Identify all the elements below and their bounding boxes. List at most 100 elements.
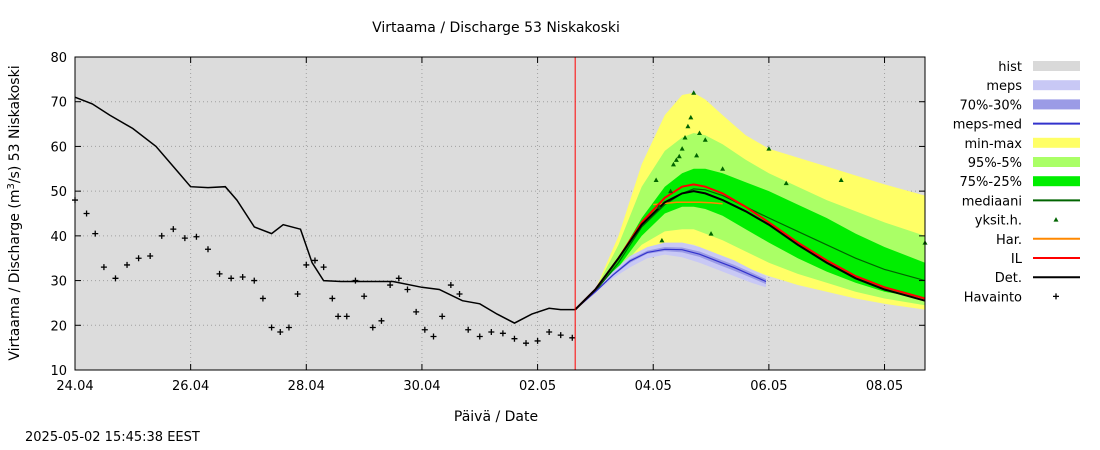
legend-swatch-meps bbox=[1033, 80, 1080, 91]
x-tick-label: 02.05 bbox=[519, 379, 556, 394]
observation-point bbox=[499, 330, 506, 337]
observation-point bbox=[92, 230, 99, 237]
observation-point bbox=[320, 264, 327, 271]
single-member-point bbox=[679, 146, 685, 151]
single-member-point bbox=[670, 161, 676, 167]
observation-point bbox=[352, 277, 359, 284]
observation-point bbox=[421, 326, 428, 333]
legend-label-p75: 75%-25% bbox=[960, 175, 1022, 190]
observation-point bbox=[447, 282, 454, 289]
single-member-point bbox=[783, 180, 789, 186]
observation-point bbox=[378, 317, 385, 324]
legend-label-il: IL bbox=[1011, 252, 1023, 267]
x-axis-label: Päivä / Date bbox=[454, 409, 538, 425]
median-line bbox=[574, 188, 926, 311]
observation-point bbox=[294, 290, 301, 297]
observation-point bbox=[335, 313, 342, 320]
observation-point bbox=[181, 235, 188, 242]
legend-label-meps7030: 70%-30% bbox=[960, 98, 1022, 113]
observation-point bbox=[557, 332, 564, 339]
y-tick-label: 20 bbox=[50, 319, 67, 334]
observation-point bbox=[546, 328, 553, 335]
single-member-point bbox=[691, 90, 697, 95]
observation-point bbox=[465, 326, 472, 333]
legend-label-mepsmed: meps-med bbox=[953, 118, 1022, 133]
single-member-point bbox=[656, 204, 662, 209]
y-tick-label: 80 bbox=[50, 51, 67, 66]
observation-point bbox=[534, 337, 541, 344]
single-member-point bbox=[702, 137, 708, 142]
single-member-point bbox=[766, 146, 772, 151]
x-tick-label: 08.05 bbox=[866, 379, 903, 394]
plot-frame bbox=[74, 56, 926, 371]
observation-point bbox=[395, 275, 402, 282]
observation-point bbox=[439, 313, 446, 320]
legend-swatch-meps7030 bbox=[1033, 99, 1080, 110]
observation-point bbox=[303, 261, 310, 268]
legend-label-meps: meps bbox=[986, 79, 1022, 94]
history-line bbox=[74, 96, 576, 324]
chart-title: Virtaama / Discharge 53 Niskakoski bbox=[372, 20, 620, 36]
timestamp: 2025-05-02 15:45:38 EEST bbox=[25, 430, 200, 445]
single-member-point bbox=[685, 123, 691, 129]
series-lines bbox=[74, 96, 926, 324]
observation-point bbox=[285, 324, 292, 331]
legend-swatch-minmax bbox=[1033, 137, 1080, 148]
observation-point bbox=[135, 255, 142, 262]
observation-point bbox=[456, 290, 463, 297]
observation-point bbox=[83, 210, 90, 217]
x-axis-ticks: 24.04 26.04 28.04 30.04 02.05 04.05 06.05 08.05 bbox=[56, 57, 903, 394]
observation-point bbox=[100, 264, 107, 271]
observation-point bbox=[193, 233, 200, 240]
legend-label-havainto: Havainto bbox=[964, 290, 1022, 305]
y-axis-ticks: 10 20 30 40 50 60 70 80 bbox=[50, 51, 925, 379]
legend-label-p95: 95%-5% bbox=[968, 156, 1022, 171]
observation-point bbox=[170, 226, 177, 233]
observation-point bbox=[430, 333, 437, 340]
y-tick-label: 30 bbox=[50, 275, 67, 290]
legend-swatch-yksit bbox=[1053, 217, 1059, 222]
observation-point bbox=[204, 246, 211, 253]
x-tick-label: 30.04 bbox=[403, 379, 440, 394]
legend: hist meps 70%-30% meps-med min-max 95%-5% 75%-… bbox=[953, 60, 1080, 305]
observation-point bbox=[112, 275, 119, 282]
observation-point bbox=[404, 286, 411, 293]
y-tick-label: 50 bbox=[50, 185, 67, 200]
single-member-point bbox=[838, 177, 844, 182]
observation-point bbox=[124, 261, 131, 268]
observation-point bbox=[251, 277, 258, 284]
observation-point bbox=[259, 295, 266, 302]
x-tick-label: 26.04 bbox=[172, 379, 209, 394]
observation-point bbox=[268, 324, 275, 331]
legend-label-yksit: yksit.h. bbox=[975, 214, 1022, 229]
det-line bbox=[574, 190, 926, 311]
single-member-point bbox=[682, 134, 688, 140]
single-member-point bbox=[720, 166, 726, 171]
single-member-point bbox=[696, 130, 702, 136]
legend-label-det: Det. bbox=[995, 271, 1022, 286]
y-axis-label: Virtaama / Discharge (m3/s) 53 Niskakosk… bbox=[6, 65, 23, 360]
observation-point bbox=[311, 257, 318, 264]
y-axis-label-suffix: /s) 53 Niskakoski bbox=[7, 65, 23, 183]
observation-point bbox=[369, 324, 376, 331]
observation-point bbox=[228, 275, 235, 282]
observation-point bbox=[413, 308, 420, 315]
observation-point bbox=[511, 335, 518, 342]
observation-point bbox=[343, 313, 350, 320]
legend-label-har: Har. bbox=[996, 233, 1022, 248]
meps-median-line bbox=[574, 248, 767, 311]
legend-swatch-p95 bbox=[1033, 157, 1080, 167]
observation-point bbox=[488, 328, 495, 335]
single-member-point bbox=[659, 237, 665, 243]
har-line bbox=[653, 201, 723, 206]
y-axis-label-prefix: Virtaama / Discharge (m bbox=[7, 190, 23, 361]
observation-point bbox=[523, 340, 530, 347]
observation-point bbox=[361, 293, 368, 300]
single-member-point bbox=[688, 114, 694, 120]
observation-point bbox=[216, 270, 223, 277]
single-member-point bbox=[694, 152, 700, 158]
observation-point bbox=[387, 282, 394, 289]
legend-label-hist: hist bbox=[998, 60, 1022, 75]
observation-point bbox=[239, 273, 246, 280]
